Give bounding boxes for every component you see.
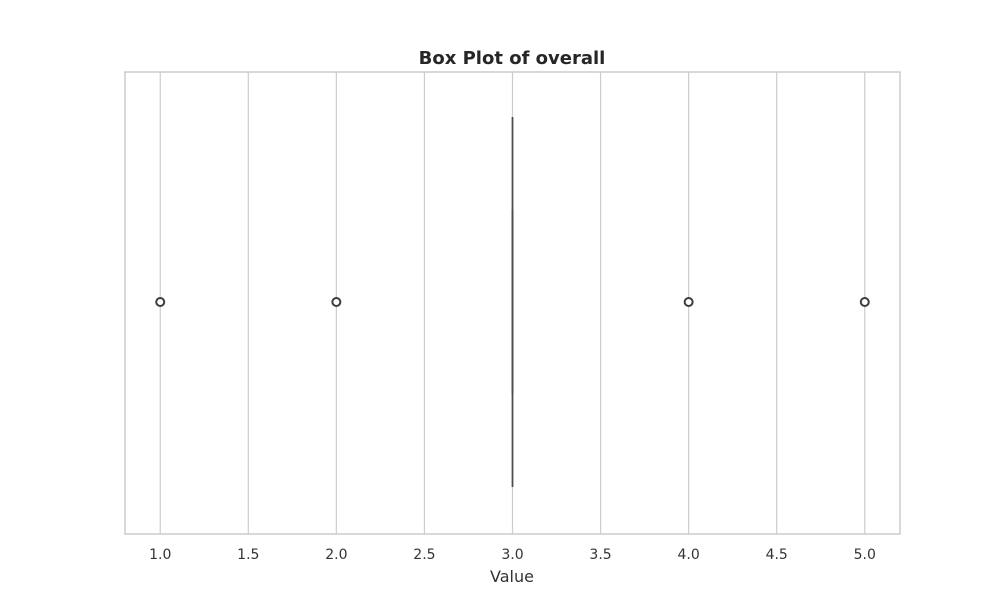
plot-frame (124, 71, 901, 535)
x-tick-label: 1.5 (237, 547, 259, 563)
x-tick-label: 3.0 (501, 547, 523, 563)
outlier-point (155, 297, 166, 307)
outlier-point (859, 297, 870, 307)
chart-title: Box Plot of overall (419, 48, 606, 69)
x-tick-labels: 1.0 1.5 2.0 2.5 3.0 3.5 4.0 4.5 5.0 (149, 547, 876, 563)
x-tick-label: 2.0 (325, 547, 347, 563)
outlier-point (331, 297, 342, 307)
x-tick-label: 3.5 (589, 547, 611, 563)
x-tick-label: 4.5 (766, 547, 788, 563)
x-tick-label: 5.0 (854, 547, 876, 563)
x-tick-label: 4.0 (678, 547, 700, 563)
x-tick-label: 1.0 (149, 547, 171, 563)
x-axis-label: Value (490, 567, 534, 586)
x-tick-label: 2.5 (413, 547, 435, 563)
outlier-points (155, 297, 870, 307)
outlier-point (683, 297, 694, 307)
